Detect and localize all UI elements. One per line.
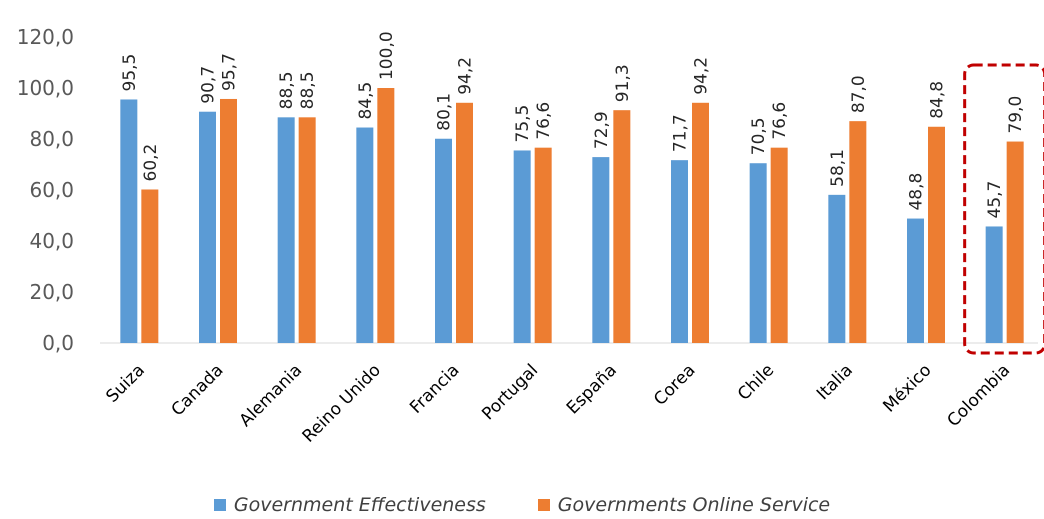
bar-governments-online-service-alemania [298, 117, 316, 343]
legend-label-government-effectiveness: Government Effectiveness [233, 494, 486, 516]
data-label-government-effectiveness-espana: 72,9 [592, 111, 612, 149]
y-tick-label: 20,0 [29, 280, 74, 304]
data-label-government-effectiveness-colombia: 45,7 [985, 181, 1005, 219]
category-label-italia: Italia [813, 360, 857, 404]
data-label-government-effectiveness-corea: 71,7 [671, 114, 691, 152]
bar-chart: 0,0 20,0 40,0 60,0 80,0 100,0 120,0 95,5 60,2 Sui… [17, 25, 1044, 447]
bar-government-effectiveness-alemania [277, 117, 295, 343]
bar-government-effectiveness-portugal [513, 150, 531, 343]
y-tick-label: 40,0 [29, 229, 74, 253]
data-label-governments-online-service-italia: 87,0 [849, 75, 869, 113]
bar-governments-online-service-canada [220, 98, 237, 343]
y-tick-label: 60,0 [29, 178, 74, 202]
bar-governments-online-service-portugal [534, 147, 552, 343]
category-label-mexico: México [879, 360, 935, 416]
data-label-governments-online-service-alemania: 88,5 [298, 71, 318, 109]
data-label-government-effectiveness-mexico: 48,8 [907, 173, 927, 211]
bar-government-effectiveness-reino-unido [356, 127, 374, 344]
category-label-colombia: Colombia [944, 360, 1015, 431]
data-label-governments-online-service-suiza: 60,2 [141, 144, 161, 182]
data-label-government-effectiveness-reino-unido: 84,5 [356, 82, 376, 120]
category-label-francia: Francia [406, 360, 463, 417]
bar-governments-online-service-francia [456, 102, 473, 343]
legend-label-governments-online-service: Governments Online Service [557, 494, 831, 516]
bar-governments-online-service-italia [849, 121, 867, 344]
bar-governments-online-service-chile [770, 147, 788, 343]
data-label-government-effectiveness-portugal: 75,5 [513, 105, 533, 143]
legend: Government Effectiveness Governments Onl… [0, 494, 1044, 516]
legend-swatch-government-effectiveness [213, 499, 226, 511]
bar-government-effectiveness-italia [828, 194, 846, 343]
y-tick-label: 80,0 [29, 127, 74, 151]
bar-governments-online-service-espana [613, 110, 631, 343]
y-tick-label: 0,0 [42, 331, 74, 355]
category-label-canada: Canada [168, 360, 228, 420]
bar-governments-online-service-reino-unido [377, 88, 395, 343]
data-label-governments-online-service-colombia: 79,0 [1006, 96, 1026, 134]
data-label-governments-online-service-francia: 94,2 [456, 57, 476, 95]
data-label-governments-online-service-mexico: 84,8 [928, 81, 948, 119]
bar-governments-online-service-mexico [928, 126, 945, 343]
category-label-suiza: Suiza [102, 360, 148, 406]
data-label-governments-online-service-reino-unido: 100,0 [377, 31, 397, 80]
bar-government-effectiveness-suiza [120, 99, 138, 343]
data-label-government-effectiveness-canada: 90,7 [199, 66, 219, 104]
bar-government-effectiveness-mexico [907, 218, 924, 343]
data-label-government-effectiveness-chile: 70,5 [749, 117, 769, 155]
category-label-portugal: Portugal [478, 360, 542, 424]
bar-government-effectiveness-canada [199, 111, 216, 343]
data-label-government-effectiveness-suiza: 95,5 [120, 54, 140, 92]
category-label-reino-unido: Reino Unido [299, 360, 385, 446]
legend-item-governments-online-service: Governments Online Service [537, 494, 831, 516]
bar-governments-online-service-colombia [1006, 141, 1024, 343]
data-label-government-effectiveness-francia: 80,1 [435, 93, 455, 131]
data-label-government-effectiveness-italia: 58,1 [828, 149, 848, 187]
data-label-government-effectiveness-alemania: 88,5 [277, 71, 297, 109]
category-label-alemania: Alemania [236, 360, 307, 431]
data-label-governments-online-service-canada: 95,7 [220, 53, 240, 91]
y-tick-label: 120,0 [17, 25, 74, 49]
bar-government-effectiveness-chile [749, 163, 767, 343]
bar-government-effectiveness-espana [592, 157, 610, 343]
legend-item-government-effectiveness: Government Effectiveness [213, 494, 486, 516]
category-label-corea: Corea [650, 360, 699, 409]
data-label-governments-online-service-chile: 76,6 [770, 102, 790, 140]
legend-swatch-governments-online-service [537, 499, 550, 511]
bar-government-effectiveness-colombia [985, 226, 1003, 343]
data-label-governments-online-service-corea: 94,2 [692, 57, 712, 95]
bar-government-effectiveness-corea [671, 160, 688, 343]
bar-governments-online-service-corea [692, 102, 709, 343]
data-label-governments-online-service-espana: 91,3 [613, 64, 633, 102]
data-label-governments-online-service-portugal: 76,6 [534, 102, 554, 140]
bar-governments-online-service-suiza [141, 189, 159, 343]
bar-government-effectiveness-francia [435, 138, 452, 343]
category-label-espana: España [563, 360, 621, 418]
highlight-box-colombia [963, 63, 1044, 355]
y-tick-label: 100,0 [17, 76, 74, 100]
category-label-chile: Chile [734, 360, 778, 404]
